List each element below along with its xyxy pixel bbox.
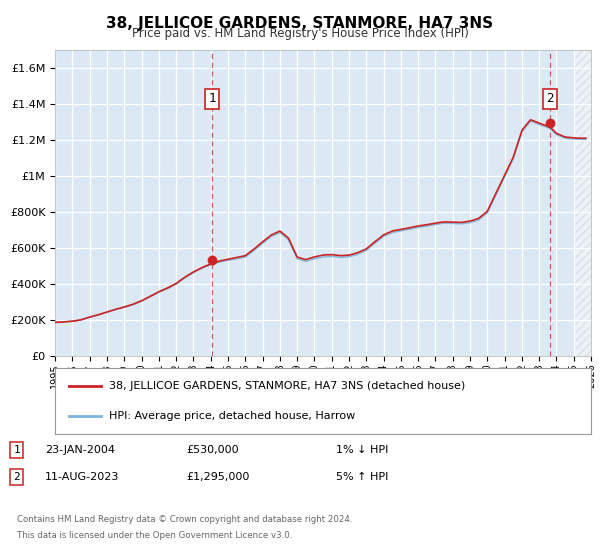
Text: £1,295,000: £1,295,000 [186, 472, 250, 482]
Text: HPI: Average price, detached house, Harrow: HPI: Average price, detached house, Harr… [109, 411, 355, 421]
Text: Price paid vs. HM Land Registry's House Price Index (HPI): Price paid vs. HM Land Registry's House … [131, 27, 469, 40]
Bar [574, 50, 591, 356]
Text: 1: 1 [13, 445, 20, 455]
Text: 1% ↓ HPI: 1% ↓ HPI [336, 445, 388, 455]
Text: 38, JELLICOE GARDENS, STANMORE, HA7 3NS: 38, JELLICOE GARDENS, STANMORE, HA7 3NS [106, 16, 494, 31]
Text: 2: 2 [13, 472, 20, 482]
Text: 38, JELLICOE GARDENS, STANMORE, HA7 3NS (detached house): 38, JELLICOE GARDENS, STANMORE, HA7 3NS … [109, 381, 465, 391]
Text: 11-AUG-2023: 11-AUG-2023 [45, 472, 119, 482]
Text: Contains HM Land Registry data © Crown copyright and database right 2024.: Contains HM Land Registry data © Crown c… [17, 515, 352, 524]
Text: 5% ↑ HPI: 5% ↑ HPI [336, 472, 388, 482]
Text: £530,000: £530,000 [186, 445, 239, 455]
Text: This data is licensed under the Open Government Licence v3.0.: This data is licensed under the Open Gov… [17, 531, 292, 540]
Text: 1: 1 [208, 92, 216, 105]
Text: 23-JAN-2004: 23-JAN-2004 [45, 445, 115, 455]
Text: 2: 2 [546, 92, 554, 105]
